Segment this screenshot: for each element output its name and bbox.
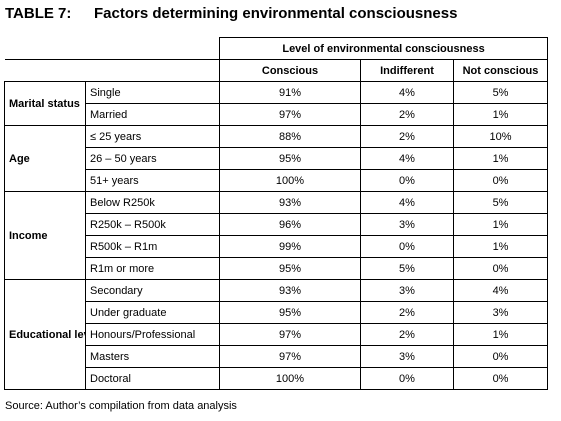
source-note: Source: Author’s compilation from data a… — [5, 400, 237, 412]
row-label: Masters — [85, 345, 220, 368]
cell-conscious: 99% — [219, 235, 361, 258]
cell-indifferent: 2% — [360, 301, 454, 324]
cell-conscious: 97% — [219, 103, 361, 126]
cell-indifferent: 0% — [360, 235, 454, 258]
cell-conscious: 95% — [219, 257, 361, 280]
table-row: Masters 97% 3% 0% — [5, 345, 549, 368]
cell-conscious: 97% — [219, 323, 361, 346]
cell-conscious: 88% — [219, 125, 361, 148]
cell-indifferent: 0% — [360, 367, 454, 390]
group-label-income: Income — [4, 191, 86, 280]
row-label: R500k – R1m — [85, 235, 220, 258]
cell-conscious: 91% — [219, 81, 361, 104]
cell-indifferent: 2% — [360, 103, 454, 126]
cell-not-conscious: 5% — [452, 191, 549, 214]
cell-indifferent: 4% — [360, 147, 454, 170]
row-label: 26 – 50 years — [85, 147, 220, 170]
cell-not-conscious: 1% — [452, 213, 549, 236]
factors-table: Level of environmental consciousness Con… — [4, 37, 549, 390]
table-row: Doctoral 100% 0% 0% — [5, 367, 549, 390]
table-number: TABLE 7: — [5, 5, 72, 22]
table-row: R500k – R1m 99% 0% 1% — [5, 235, 549, 258]
cell-indifferent: 4% — [360, 81, 454, 104]
table-row: Under graduate 95% 2% 3% — [5, 301, 549, 324]
cell-indifferent: 3% — [360, 213, 454, 236]
row-label: Honours/Professional — [85, 323, 220, 346]
cell-conscious: 95% — [219, 147, 361, 170]
cell-indifferent: 2% — [360, 125, 454, 148]
cell-not-conscious: 4% — [452, 279, 549, 302]
header-row-columns: Conscious Indifferent Not conscious — [4, 59, 549, 82]
group-label-marital-status: Marital status — [4, 81, 86, 126]
cell-not-conscious: 0% — [452, 169, 549, 192]
table-row: Educational level Secondary 93% 3% 4% — [4, 279, 549, 390]
table-row: Married 97% 2% 1% — [5, 103, 549, 126]
table-row: Age ≤ 25 years 88% 2% 10% — [4, 125, 549, 192]
table-caption: Factors determining environmental consci… — [94, 5, 458, 22]
table-row: R1m or more 95% 5% 0% — [5, 257, 549, 280]
cell-not-conscious: 10% — [452, 125, 549, 148]
cell-not-conscious: 0% — [452, 257, 549, 280]
table-row: R250k – R500k 96% 3% 1% — [5, 213, 549, 236]
cell-not-conscious: 1% — [452, 147, 549, 170]
column-header-indifferent: Indifferent — [360, 59, 454, 82]
table-title: TABLE 7: Factors determining environmenta… — [5, 5, 457, 22]
table-row: 51+ years 100% 0% 0% — [5, 169, 549, 192]
table-row: 26 – 50 years 95% 4% 1% — [5, 147, 549, 170]
cell-not-conscious: 0% — [452, 367, 549, 390]
cell-not-conscious: 1% — [452, 103, 549, 126]
header-row-super: Level of environmental consciousness — [4, 37, 549, 60]
cell-conscious: 93% — [219, 191, 361, 214]
table-row: Honours/Professional 97% 2% 1% — [5, 323, 549, 346]
row-label: Below R250k — [85, 191, 220, 214]
cell-indifferent: 4% — [360, 191, 454, 214]
row-label: Secondary — [85, 279, 220, 302]
column-header-conscious: Conscious — [219, 59, 361, 82]
header-blank — [4, 37, 220, 60]
cell-conscious: 97% — [219, 345, 361, 368]
cell-not-conscious: 3% — [452, 301, 549, 324]
row-label: R250k – R500k — [85, 213, 220, 236]
cell-indifferent: 3% — [360, 345, 454, 368]
cell-indifferent: 0% — [360, 169, 454, 192]
row-label: Under graduate — [85, 301, 220, 324]
cell-conscious: 96% — [219, 213, 361, 236]
row-label: Single — [85, 81, 220, 104]
row-label: Married — [85, 103, 220, 126]
table-row: Marital status Single 91% 4% 5% — [4, 81, 549, 126]
cell-indifferent: 3% — [360, 279, 454, 302]
header-super-label: Level of environmental consciousness — [218, 37, 549, 60]
cell-conscious: 100% — [219, 367, 361, 390]
cell-not-conscious: 5% — [452, 81, 549, 104]
column-header-not-conscious: Not conscious — [452, 59, 549, 82]
header-blank — [4, 59, 220, 82]
group-label-educational-level: Educational level — [4, 279, 86, 390]
cell-not-conscious: 1% — [452, 323, 549, 346]
cell-not-conscious: 1% — [452, 235, 549, 258]
row-label: 51+ years — [85, 169, 220, 192]
table-row: Income Below R250k 93% 4% 5% — [4, 191, 549, 280]
group-label-age: Age — [4, 125, 86, 192]
cell-conscious: 100% — [219, 169, 361, 192]
cell-conscious: 95% — [219, 301, 361, 324]
cell-indifferent: 5% — [360, 257, 454, 280]
cell-indifferent: 2% — [360, 323, 454, 346]
cell-not-conscious: 0% — [452, 345, 549, 368]
row-label: Doctoral — [85, 367, 220, 390]
row-label: R1m or more — [85, 257, 220, 280]
cell-conscious: 93% — [219, 279, 361, 302]
row-label: ≤ 25 years — [85, 125, 220, 148]
